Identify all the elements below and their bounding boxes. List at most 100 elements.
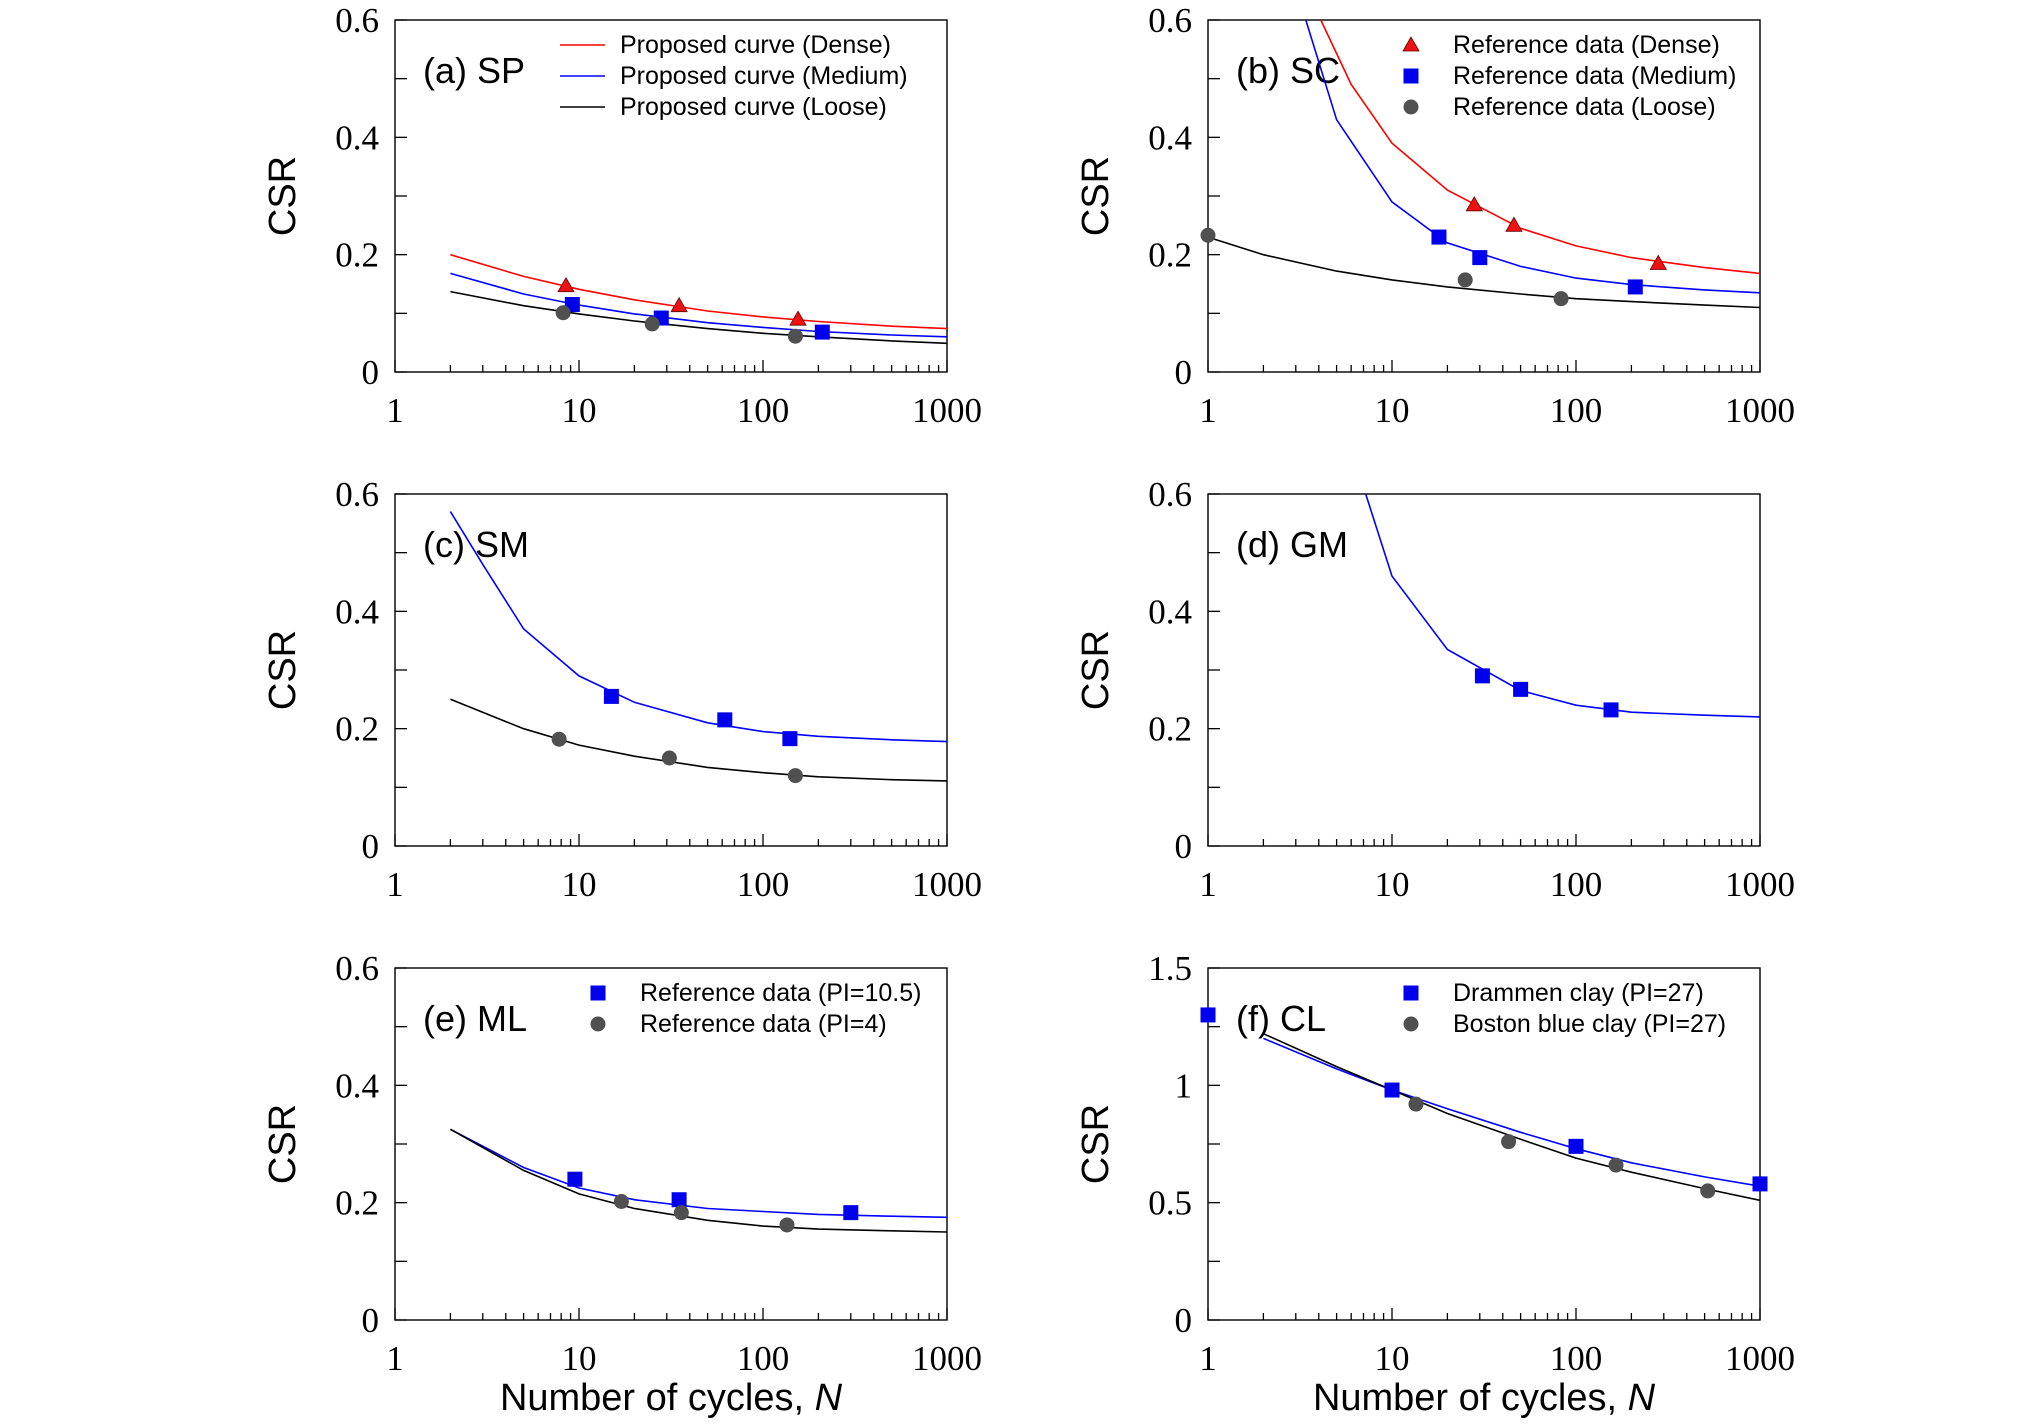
data-point-loose bbox=[551, 731, 567, 747]
y-tick-label: 0.4 bbox=[1148, 592, 1192, 631]
data-point-dense bbox=[670, 296, 688, 313]
x-tick-label: 100 bbox=[1550, 865, 1603, 904]
data-point-medium bbox=[1603, 702, 1619, 718]
data-point-drammen bbox=[1752, 1176, 1768, 1192]
data-point-medium bbox=[1472, 250, 1488, 266]
legend-label: Reference data (Dense) bbox=[1453, 31, 1720, 59]
x-tick-label: 1 bbox=[386, 391, 404, 430]
legend-label: Proposed curve (Loose) bbox=[620, 93, 887, 121]
y-tick-label: 0.2 bbox=[335, 710, 379, 749]
panel-b: 0 0.2 0.4 0.6 1 10 100 1000 CSR (b) SC Reference d… bbox=[1075, 1, 1795, 430]
legend-swatch bbox=[590, 985, 606, 1001]
y-tick-label: 0 bbox=[362, 1301, 380, 1340]
legend-label: Proposed curve (Dense) bbox=[620, 31, 891, 59]
data-point-dense bbox=[557, 276, 575, 293]
curves bbox=[1364, 494, 1760, 718]
legend-swatch bbox=[1403, 985, 1419, 1001]
legend-swatch bbox=[1402, 36, 1420, 52]
data-point-pi-4 bbox=[673, 1205, 689, 1221]
data-point-pi-10-5 bbox=[843, 1205, 859, 1221]
y-tick-label: 0.4 bbox=[335, 118, 379, 157]
y-axis-label: CSR bbox=[262, 630, 304, 710]
legend: Drammen clay (PI=27) Boston blue clay (PI… bbox=[1403, 979, 1726, 1038]
curve-loose bbox=[450, 698, 947, 782]
panel-label: (a) SP bbox=[423, 50, 525, 91]
legend-label: Reference data (Medium) bbox=[1453, 62, 1736, 90]
data-point-dense bbox=[1649, 254, 1667, 270]
data-point-loose bbox=[644, 316, 660, 332]
data-point-drammen bbox=[1200, 1007, 1216, 1023]
curve-loose bbox=[1208, 236, 1760, 309]
y-tick-label: 0 bbox=[362, 827, 380, 866]
y-tick-label: 0 bbox=[362, 353, 380, 392]
panel-c: 0 0.2 0.4 0.6 1 10 100 1000 CSR (c) SM bbox=[262, 475, 982, 904]
data-point-pi-4 bbox=[613, 1193, 629, 1209]
legend-label: Drammen clay (PI=27) bbox=[1453, 979, 1704, 1007]
y-tick-label: 0.4 bbox=[335, 592, 379, 631]
data-point-medium bbox=[1474, 668, 1490, 684]
y-tick-label: 0 bbox=[1175, 1301, 1193, 1340]
legend-label: Reference data (PI=4) bbox=[640, 1010, 887, 1038]
y-tick-label: 0.6 bbox=[335, 949, 379, 988]
panel-d: 0 0.2 0.4 0.6 1 10 100 1000 CSR (d) GM bbox=[1075, 475, 1795, 904]
legend-swatch bbox=[1403, 99, 1419, 115]
panel-f: 0 0.5 1 1.5 1 10 100 1000 CSR Number of cycles, N… bbox=[1075, 949, 1795, 1419]
data-point-medium bbox=[603, 688, 619, 704]
y-tick-label: 0.6 bbox=[1148, 1, 1192, 40]
x-tick-label: 1 bbox=[386, 865, 404, 904]
data-point-medium bbox=[717, 712, 733, 728]
x-tick-label: 1000 bbox=[912, 391, 982, 430]
legend-swatch bbox=[1403, 68, 1419, 84]
y-tick-label: 0.2 bbox=[335, 1184, 379, 1223]
data-point-medium bbox=[1513, 681, 1529, 697]
curves bbox=[1263, 1032, 1760, 1202]
x-axis-label-variable: N bbox=[815, 1377, 843, 1419]
data-point-loose bbox=[555, 305, 571, 321]
panel-label: (e) ML bbox=[423, 998, 527, 1039]
x-tick-label: 1000 bbox=[1725, 391, 1795, 430]
data-point-loose bbox=[787, 328, 803, 344]
x-tick-label: 1000 bbox=[1725, 1339, 1795, 1378]
y-tick-label: 0.2 bbox=[1148, 236, 1192, 275]
y-axis-label: CSR bbox=[262, 156, 304, 236]
data-point-dense bbox=[1505, 216, 1523, 232]
legend-label: Reference data (PI=10.5) bbox=[640, 979, 921, 1007]
curve-pi-10-5 bbox=[450, 1128, 947, 1219]
curve-loose bbox=[450, 290, 947, 345]
y-tick-label: 0.4 bbox=[1148, 118, 1192, 157]
data-point-pi-10-5 bbox=[671, 1192, 687, 1208]
panel-label: (d) GM bbox=[1236, 524, 1348, 565]
legend-swatch bbox=[1403, 1016, 1419, 1032]
y-axis-label: CSR bbox=[1075, 1104, 1117, 1184]
panel-label: (c) SM bbox=[423, 524, 529, 565]
data-point-medium bbox=[782, 731, 798, 747]
x-axis-label-main: Number of cycles, bbox=[500, 1377, 815, 1419]
x-axis-label: Number of cycles, N bbox=[1313, 1377, 1656, 1419]
x-tick-label: 1 bbox=[1199, 865, 1217, 904]
panel-label: (b) SC bbox=[1236, 50, 1340, 91]
x-tick-label: 100 bbox=[1550, 391, 1603, 430]
curves bbox=[449, 511, 947, 782]
data-point-boston bbox=[1408, 1096, 1424, 1112]
data-point-dense bbox=[1465, 195, 1483, 212]
y-axis-label: CSR bbox=[1075, 630, 1117, 710]
x-tick-label: 1 bbox=[386, 1339, 404, 1378]
legend: Reference data (Dense) Reference data (Me… bbox=[1402, 31, 1736, 121]
y-axis-label: CSR bbox=[1075, 156, 1117, 236]
data-point-dense bbox=[789, 310, 807, 326]
y-tick-label: 0.4 bbox=[335, 1066, 379, 1105]
panel-label: (f) CL bbox=[1236, 998, 1326, 1039]
curves bbox=[450, 253, 947, 345]
data-point-loose bbox=[661, 750, 677, 766]
curve-medium bbox=[1364, 494, 1760, 718]
x-tick-label: 10 bbox=[1375, 865, 1410, 904]
y-tick-label: 0.5 bbox=[1148, 1184, 1192, 1223]
data-point-pi-4 bbox=[779, 1217, 795, 1233]
x-tick-label: 100 bbox=[737, 865, 790, 904]
data-point-medium bbox=[814, 324, 830, 340]
curve-boston bbox=[1263, 1032, 1760, 1202]
curves bbox=[450, 1128, 947, 1233]
x-axis-label: Number of cycles, N bbox=[500, 1377, 843, 1419]
x-tick-label: 10 bbox=[1375, 391, 1410, 430]
legend: Proposed curve (Dense) Proposed curve (Me… bbox=[560, 31, 908, 121]
